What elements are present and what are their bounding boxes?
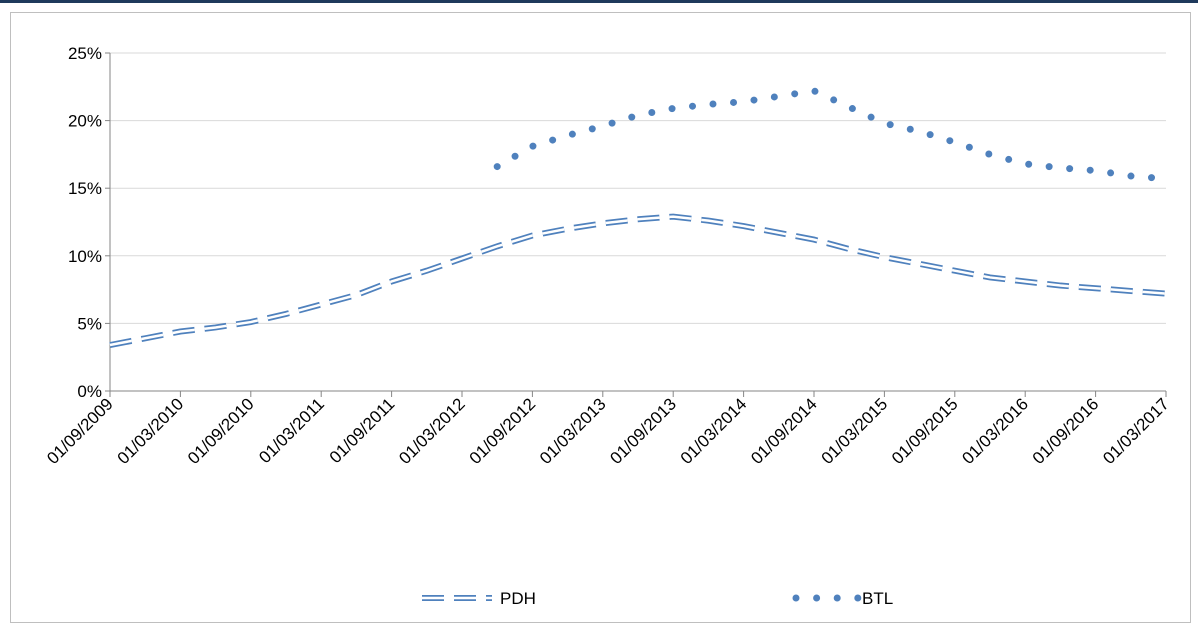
chart-frame: [10, 12, 1191, 623]
x-tick-label: 01/09/2011: [326, 394, 399, 467]
x-tick-label: 01/09/2013: [606, 394, 680, 468]
line-series: [493, 87, 1170, 183]
series-group: [109, 213, 1167, 348]
x-tick-label: 01/03/2011: [255, 394, 328, 467]
y-tick-label: 0%: [77, 382, 102, 401]
x-tick-label: 01/03/2010: [114, 394, 188, 468]
x-tick-label: 01/03/2012: [395, 394, 469, 468]
series-group: [493, 87, 1170, 183]
line-series: [109, 213, 1167, 348]
legend-item: BTL: [792, 589, 893, 608]
x-tick-label: 01/09/2010: [184, 394, 258, 468]
x-tick-label: 01/09/2015: [888, 394, 962, 468]
x-tick-label: 01/09/2016: [1029, 394, 1103, 468]
x-tick-label: 01/09/2012: [466, 394, 540, 468]
line-series-inner: [109, 215, 1167, 347]
y-tick-label: 15%: [68, 179, 102, 198]
x-tick-label: 01/09/2009: [43, 394, 117, 468]
y-tick-label: 5%: [77, 314, 102, 333]
legend-label: BTL: [862, 589, 893, 608]
x-tick-label: 01/03/2014: [677, 394, 751, 468]
legend-label: PDH: [500, 589, 536, 608]
x-tick-label: 01/03/2017: [1099, 394, 1173, 468]
x-tick-label: 01/03/2013: [536, 394, 610, 468]
y-tick-label: 10%: [68, 247, 102, 266]
legend-item: PDH: [422, 589, 536, 608]
x-tick-label: 01/09/2014: [747, 394, 821, 468]
y-tick-label: 25%: [68, 44, 102, 63]
x-tick-label: 01/03/2015: [818, 394, 892, 468]
y-tick-label: 20%: [68, 112, 102, 131]
x-tick-label: 01/03/2016: [958, 394, 1032, 468]
top-bar: [0, 0, 1198, 3]
